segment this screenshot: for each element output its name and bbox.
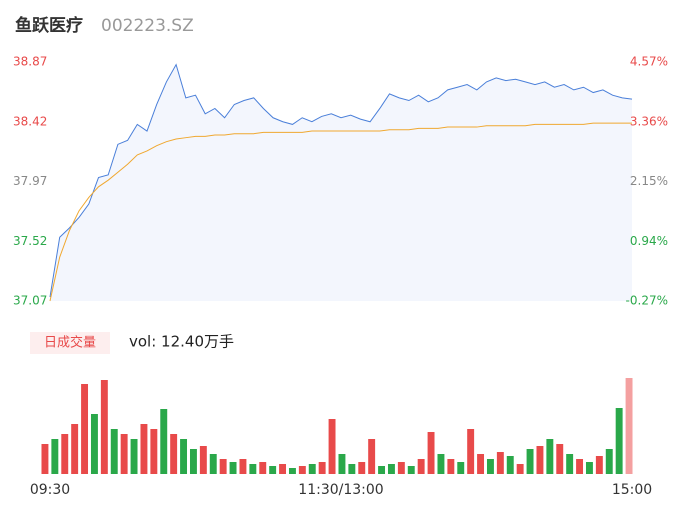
volume-bar <box>358 462 366 474</box>
volume-annotation: vol: 12.40万手 <box>129 333 234 351</box>
volume-bar <box>417 459 425 474</box>
volume-bar <box>259 462 267 474</box>
volume-bar <box>90 414 98 474</box>
volume-bar <box>180 439 188 474</box>
y2-tick-label: -0.27% <box>626 294 668 308</box>
volume-bar <box>407 466 415 474</box>
volume-bar <box>447 459 455 474</box>
volume-bar <box>477 454 485 474</box>
volume-bar <box>100 380 108 474</box>
volume-bar <box>140 424 148 474</box>
volume-bar <box>249 464 257 474</box>
volume-bar <box>605 449 613 474</box>
volume-bar <box>110 429 118 474</box>
volume-bar <box>437 454 445 474</box>
y2-tick-label: 4.57% <box>630 55 668 69</box>
price-area <box>50 64 632 302</box>
x-tick-label: 09:30 <box>30 482 70 498</box>
x-tick-label: 11:30/13:00 <box>298 482 383 498</box>
volume-bar <box>467 429 475 474</box>
volume-bar <box>269 466 277 474</box>
price-line <box>49 63 633 298</box>
y-tick-label: 37.97 <box>13 174 47 188</box>
volume-bar <box>496 452 504 474</box>
volume-bar <box>506 456 514 474</box>
volume-label-box <box>30 332 110 354</box>
y-tick-label: 37.52 <box>13 234 47 248</box>
volume-bar <box>378 466 386 474</box>
volume-bar <box>120 434 128 474</box>
y-tick-label: 38.42 <box>13 114 47 128</box>
volume-bar <box>199 446 207 474</box>
volume-bar <box>526 449 534 474</box>
volume-bar <box>51 439 59 474</box>
volume-bar <box>318 462 326 474</box>
volume-bar <box>348 464 356 474</box>
volume-bar <box>457 462 465 474</box>
volume-bar <box>556 444 564 474</box>
volume-bar <box>130 439 138 474</box>
volume-bar <box>536 446 544 474</box>
volume-bar <box>625 378 633 474</box>
volume-bar <box>397 462 405 474</box>
y2-tick-label: 3.36% <box>630 114 668 128</box>
volume-bar <box>338 454 346 474</box>
volume-bar <box>189 449 197 474</box>
volume-bar <box>219 459 227 474</box>
volume-bar <box>81 384 89 474</box>
volume-bar <box>595 456 603 474</box>
volume-bar <box>615 408 623 474</box>
volume-bar <box>298 466 306 474</box>
y-tick-label: 38.87 <box>13 55 47 69</box>
x-tick-label: 15:00 <box>612 482 652 498</box>
chart-title: 鱼跃医疗 <box>15 15 83 36</box>
volume-bar <box>427 432 435 474</box>
y-tick-label: 37.07 <box>13 294 47 308</box>
volume-bar <box>279 464 287 474</box>
volume-title: 日成交量 <box>44 335 96 351</box>
volume-bar <box>150 429 158 474</box>
volume-bar <box>328 419 336 474</box>
volume-bar <box>585 462 593 474</box>
price-line <box>49 122 632 302</box>
volume-bar <box>71 424 79 474</box>
volume-bar <box>209 454 217 474</box>
volume-bar <box>516 464 524 474</box>
volume-bar <box>41 444 49 474</box>
y2-tick-label: 0.94% <box>630 234 668 248</box>
volume-bar <box>229 462 237 474</box>
chart-subtitle: 002223.SZ <box>101 16 194 36</box>
volume-bar <box>368 439 376 474</box>
volume-bar <box>239 459 247 474</box>
volume-bar <box>576 459 584 474</box>
volume-bar <box>566 454 574 474</box>
volume-bar <box>546 439 554 474</box>
volume-bar <box>160 409 168 474</box>
volume-bar <box>308 464 316 474</box>
volume-bar <box>288 468 296 474</box>
volume-bar <box>486 459 494 474</box>
y2-tick-label: 2.15% <box>630 174 668 188</box>
volume-bar <box>61 434 69 474</box>
volume-bar <box>387 464 395 474</box>
volume-bar <box>170 434 178 474</box>
